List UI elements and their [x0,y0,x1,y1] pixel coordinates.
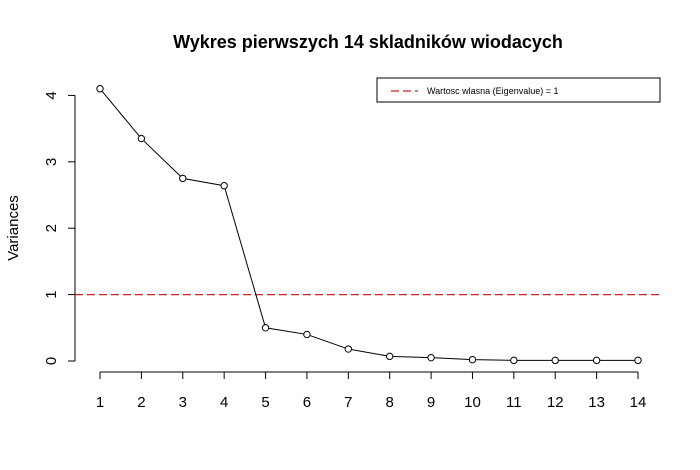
x-tick-label: 4 [220,394,228,411]
y-tick-label: 2 [43,224,60,232]
x-tick-label: 5 [261,394,269,411]
y-tick-label: 4 [43,91,60,99]
x-tick-label: 14 [630,394,647,411]
legend-entry-label: Wartosc wlasna (Eigenvalue) = 1 [427,86,558,96]
data-point [510,356,518,365]
x-tick-label: 1 [96,394,104,411]
series-line [99,88,638,361]
data-point [592,356,601,365]
data-point [96,85,104,93]
y-axis: 0 1 2 3 4 [43,91,76,365]
data-point [551,356,559,365]
x-tick-label: 9 [427,394,435,411]
y-tick-label: 1 [43,290,60,298]
data-point [303,330,311,339]
y-axis-label: Variances [5,195,22,261]
x-tick-label: 10 [464,394,481,411]
data-point [220,182,228,190]
x-tick-label: 3 [179,394,187,411]
data-point [385,352,394,361]
x-tick-label: 7 [344,394,352,411]
chart-title: Wykres pierwszych 14 skladników wiodacyc… [173,32,563,52]
data-point [179,174,187,183]
data-point [137,134,146,143]
legend-box [376,77,661,103]
y-tick-label: 0 [43,357,60,365]
data-point [344,345,353,353]
data-point [261,324,270,332]
x-tick-label: 2 [137,394,145,411]
y-tick-label: 3 [43,158,60,166]
x-tick-label: 11 [506,394,522,411]
data-point [634,356,642,365]
x-tick-label: 12 [547,394,564,411]
data-point [427,353,435,362]
data-points [96,85,642,365]
x-tick-label: 8 [386,394,394,411]
legend: Wartosc wlasna (Eigenvalue) = 1 [376,77,661,103]
x-axis: 1 2 3 4 5 6 7 8 9 10 11 12 13 14 [96,371,647,411]
x-tick-label: 13 [588,394,605,411]
data-point [468,355,477,364]
x-tick-label: 6 [303,394,311,411]
